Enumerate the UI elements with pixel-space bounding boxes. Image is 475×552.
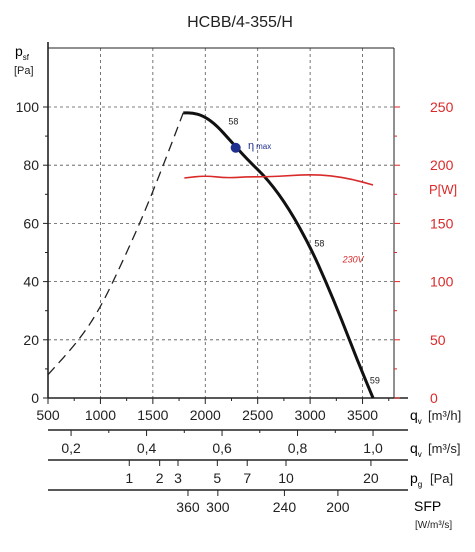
sfp-tick-label: 200 [326,499,350,515]
sfp-tick-label: 360 [176,499,200,515]
x-axis-label: qv [410,407,422,426]
y-tick-label: 40 [23,274,39,290]
pg-tick-label: 3 [174,470,182,486]
annotation-label: 59 [370,375,380,385]
qv-m3s-tick-label: 0,8 [288,440,308,456]
series-line-2 [184,174,374,186]
y-tick-label: 80 [23,157,39,173]
y-tick-label: 20 [23,332,39,348]
pg-unit: [Pa] [430,471,453,486]
x-tick-label: 500 [36,407,60,423]
qv-m3s-tick-label: 0,2 [61,440,81,456]
annotation-label: 58 [228,116,238,126]
sfp-tick-label: 300 [206,499,230,515]
power-tick-label: 0 [430,390,438,406]
pg-label: pg [410,470,422,489]
x-tick-label: 2000 [190,407,221,423]
x-tick-label: 1500 [137,407,168,423]
annotation-label: 230V [342,255,365,265]
pg-tick-label: 10 [278,470,294,486]
sfp-tick-label: 240 [273,499,297,515]
sfp-label: SFP [414,498,441,514]
x-axis-unit: [m³/h] [428,408,461,423]
x-tick-label: 3500 [347,407,378,423]
power-tick-label: 250 [430,99,454,115]
qv-m3s-unit: [m³/s] [428,441,461,456]
x-tick-label: 1000 [85,407,116,423]
y-tick-label: 100 [16,99,40,115]
power-tick-label: 200 [430,157,454,173]
y-tick-label: 0 [31,390,39,406]
qv-m3s-tick-label: 0,4 [137,440,157,456]
qv-m3s-tick-label: 0,6 [212,440,232,456]
eta-max-marker [230,142,241,153]
pg-tick-label: 2 [156,470,164,486]
annotation-label: 58 [314,239,324,249]
x-tick-label: 2500 [242,407,273,423]
pg-tick-label: 5 [213,470,221,486]
x-tick-label: 3000 [295,407,326,423]
series-line-1 [183,111,375,399]
pg-tick-label: 20 [363,470,379,486]
qv-m3s-label: qv [410,440,422,459]
eta-max-label: η max [248,140,271,152]
chart-title: HCBB/4-355/H [187,14,293,31]
y-axis-label: psf [15,43,30,62]
power-axis-label: P[W] [429,182,457,197]
qv-m3s-tick-label: 1,0 [363,440,383,456]
y-tick-label: 60 [23,215,39,231]
power-tick-label: 150 [430,215,454,231]
y-axis-unit: [Pa] [14,65,34,77]
sfp-unit: [W/m³/s] [415,520,452,531]
series-line-0 [47,112,184,376]
pg-tick-label: 7 [243,470,251,486]
power-tick-label: 50 [430,332,446,348]
power-tick-label: 100 [430,274,454,290]
pg-tick-label: 1 [125,470,133,486]
